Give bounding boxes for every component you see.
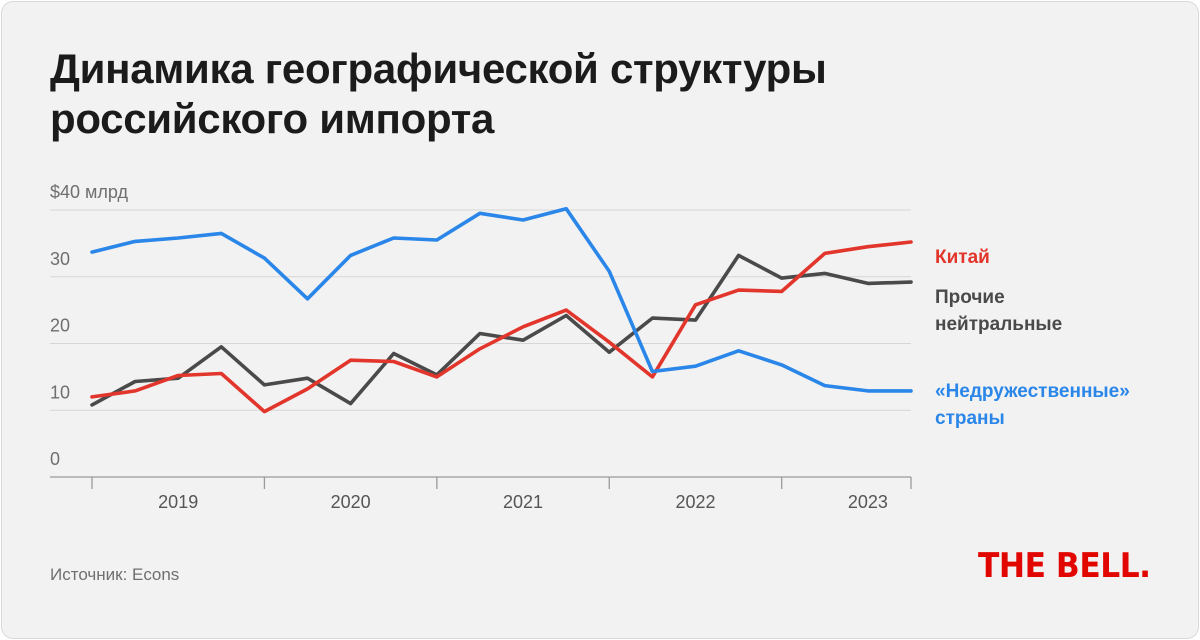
legend-label-unfriendly: «Недружественные» страны xyxy=(935,378,1130,432)
y-tick-label: 30 xyxy=(50,249,70,269)
y-tick-label: 10 xyxy=(50,382,70,402)
x-tick-label: 2022 xyxy=(675,492,715,512)
series-lines xyxy=(90,206,913,414)
legend-label-line: Прочие xyxy=(935,287,1005,308)
source-note: Источник: Econs xyxy=(50,565,180,584)
y-tick-label: 0 xyxy=(50,449,60,469)
y-tick-label: 20 xyxy=(50,316,70,336)
gridlines xyxy=(50,209,911,411)
legend-label-line: нейтральные xyxy=(935,314,1063,335)
x-tick-label: 2019 xyxy=(158,492,198,512)
series-line-unfriendly xyxy=(90,206,913,393)
legend-label-china: Китай xyxy=(935,244,990,271)
legend-label-line: Китай xyxy=(935,247,990,268)
x-axis: 2019 2020 2021 2022 2023 xyxy=(50,476,912,512)
brand-logo: THE BELL. xyxy=(978,546,1151,586)
chart-title: Динамика географической структуры россий… xyxy=(50,45,827,142)
legend-label-other-neutral: Прочие нейтральные xyxy=(935,284,1062,338)
y-axis-labels: 0 10 20 30 $40 млрд xyxy=(50,182,129,469)
legend-label-line: «Недружественные» xyxy=(935,381,1130,402)
x-tick-label: 2020 xyxy=(331,492,371,512)
legend-label-line: страны xyxy=(935,408,1005,429)
y-tick-label: $40 млрд xyxy=(50,182,129,202)
series-line-other-neutral xyxy=(90,253,913,407)
x-tick-label: 2023 xyxy=(848,492,888,512)
series-line-china xyxy=(90,240,913,414)
x-tick-label: 2021 xyxy=(503,492,543,512)
